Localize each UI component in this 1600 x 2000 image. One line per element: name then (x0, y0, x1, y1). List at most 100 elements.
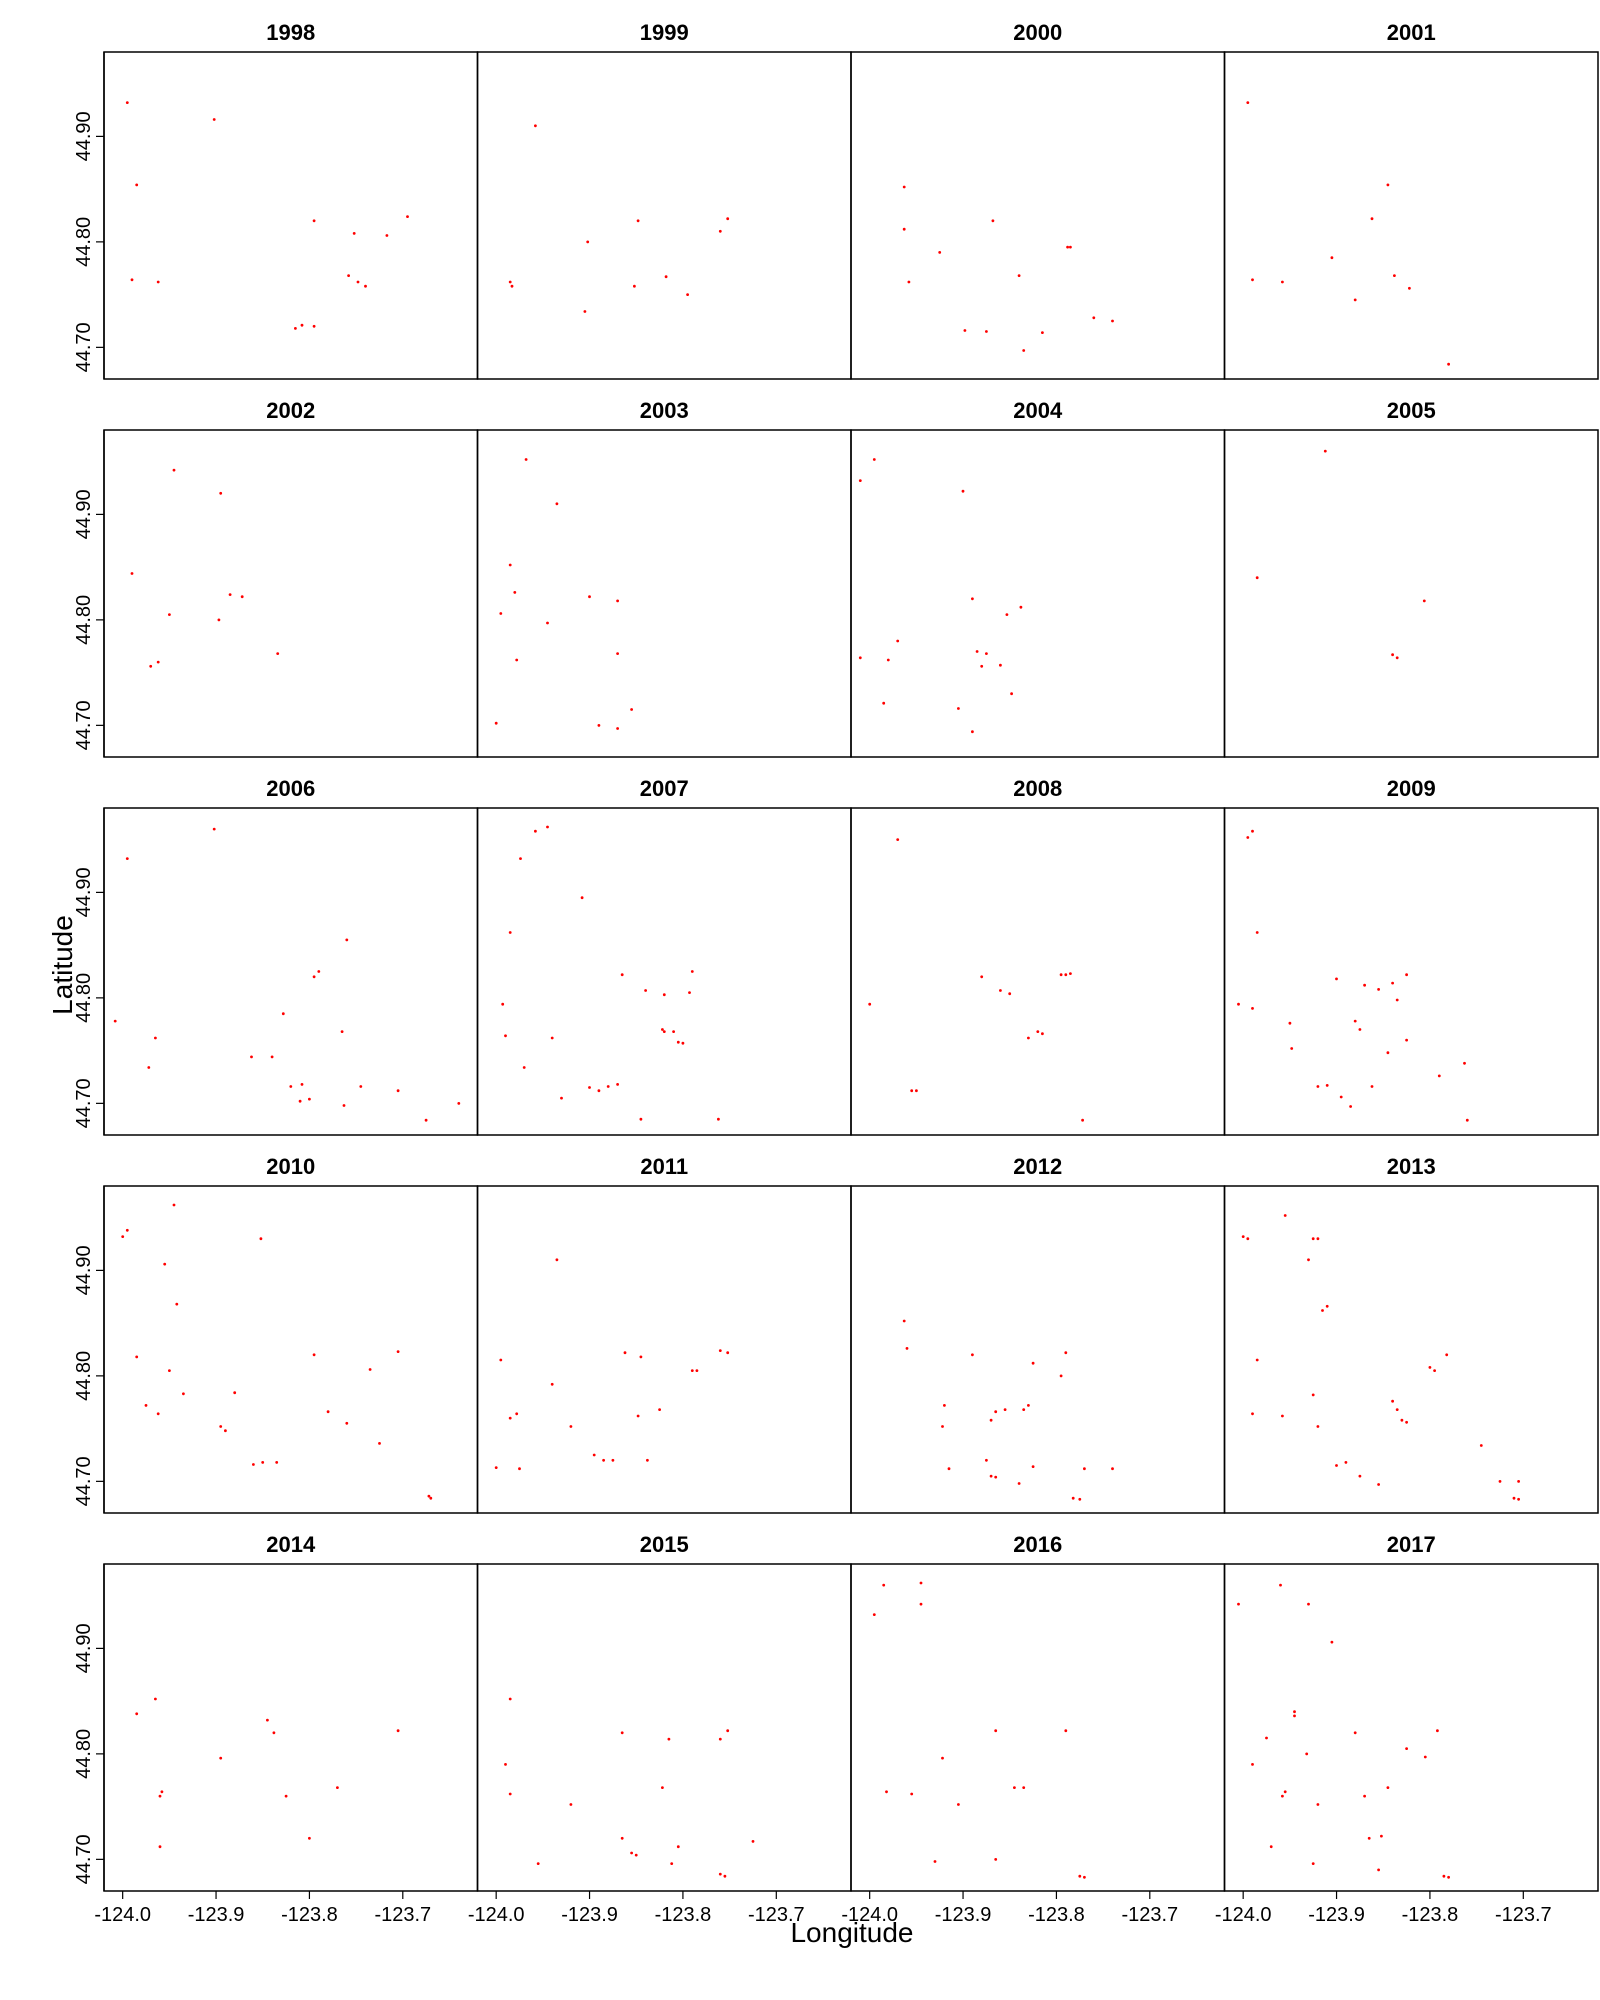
data-point (508, 1416, 512, 1420)
panel-title: 2001 (1387, 20, 1436, 45)
data-point (534, 829, 537, 833)
data-point (261, 1461, 265, 1464)
data-point (359, 1085, 363, 1088)
data-point (971, 597, 974, 601)
data-point (1013, 1786, 1016, 1789)
data-point (989, 1418, 993, 1422)
y-tick-label: 44.90 (73, 1245, 95, 1295)
data-point (664, 275, 668, 279)
data-point (121, 1235, 125, 1238)
data-point (957, 1803, 960, 1806)
data-point (718, 1737, 722, 1741)
data-point (676, 1040, 680, 1044)
data-point (1251, 1763, 1254, 1766)
data-point (1265, 1736, 1268, 1740)
data-point (1251, 1007, 1254, 1010)
data-point (616, 1083, 619, 1086)
data-point (910, 1089, 914, 1093)
y-tick-label: 44.80 (73, 217, 95, 267)
data-point (546, 621, 549, 625)
data-point (1377, 1483, 1380, 1486)
data-point (494, 721, 498, 725)
data-point (312, 975, 316, 979)
data-point (1395, 998, 1399, 1002)
data-point (882, 1583, 886, 1587)
data-point (518, 1467, 521, 1471)
data-point (160, 1790, 164, 1794)
data-point (1498, 1480, 1502, 1483)
data-point (670, 1862, 674, 1865)
data-point (508, 563, 512, 567)
data-point (616, 599, 619, 603)
data-point (1391, 981, 1394, 985)
data-point (175, 1302, 179, 1306)
data-point (1064, 973, 1068, 977)
data-point (1442, 1874, 1446, 1878)
data-point (219, 1756, 223, 1760)
panel-title: 2015 (640, 1532, 689, 1557)
panel-title: 2004 (1013, 398, 1063, 423)
data-point (1019, 605, 1023, 609)
y-tick-label: 44.80 (73, 973, 95, 1023)
data-point (429, 1496, 433, 1500)
data-point (1041, 331, 1044, 334)
panel-title: 2014 (266, 1532, 316, 1557)
panel-2017: 2017 (1223, 1532, 1599, 1892)
data-point (1447, 1875, 1450, 1879)
panel-title: 1999 (640, 20, 689, 45)
data-point (1517, 1497, 1520, 1501)
data-point (623, 1351, 627, 1355)
panel-title: 2006 (266, 776, 315, 801)
data-point (504, 1763, 507, 1766)
data-point (1445, 1353, 1449, 1357)
data-point (1246, 836, 1250, 839)
data-point (1405, 1747, 1408, 1750)
data-point (1391, 653, 1394, 657)
data-point (158, 1794, 162, 1798)
data-point (550, 1382, 554, 1386)
data-point (217, 618, 221, 622)
data-point (1405, 1038, 1408, 1042)
panel-title: 2000 (1013, 20, 1062, 45)
data-point (718, 1872, 722, 1876)
data-point (961, 489, 965, 493)
data-point (994, 1410, 998, 1414)
panel-2002: 2002 (103, 398, 479, 758)
x-tick-label: -123.9 (188, 1904, 245, 1926)
data-point (905, 1347, 909, 1350)
data-point (1358, 1028, 1362, 1031)
panel-2003: 2003 (476, 398, 852, 758)
data-point (718, 1349, 722, 1352)
data-point (1311, 1237, 1315, 1241)
data-point (1293, 1710, 1296, 1714)
data-point (726, 1351, 730, 1355)
panel-frame (476, 1185, 852, 1514)
data-point (1064, 1351, 1068, 1355)
data-point (224, 1429, 227, 1433)
panel-frame (1223, 429, 1599, 758)
data-point (1255, 1358, 1259, 1362)
data-point (616, 652, 619, 655)
data-point (312, 1353, 316, 1357)
data-point (1293, 1714, 1296, 1718)
data-point (1069, 972, 1072, 975)
data-point (1321, 1309, 1324, 1312)
data-point (1008, 992, 1012, 996)
data-point (1447, 362, 1450, 366)
data-point (963, 329, 967, 332)
data-point (1463, 1061, 1466, 1065)
panel-2004: 2004 (850, 398, 1226, 758)
data-point (985, 652, 988, 655)
data-point (991, 219, 995, 223)
data-point (569, 1425, 573, 1428)
data-point (158, 1845, 162, 1849)
panel-title: 2017 (1387, 1532, 1436, 1557)
y-tick-label: 44.80 (73, 1729, 95, 1779)
data-point (228, 593, 232, 596)
data-point (1395, 656, 1399, 660)
panel-title: 2005 (1387, 398, 1436, 423)
data-point (1246, 1237, 1250, 1241)
data-point (1391, 1399, 1394, 1403)
data-point (154, 1036, 157, 1040)
